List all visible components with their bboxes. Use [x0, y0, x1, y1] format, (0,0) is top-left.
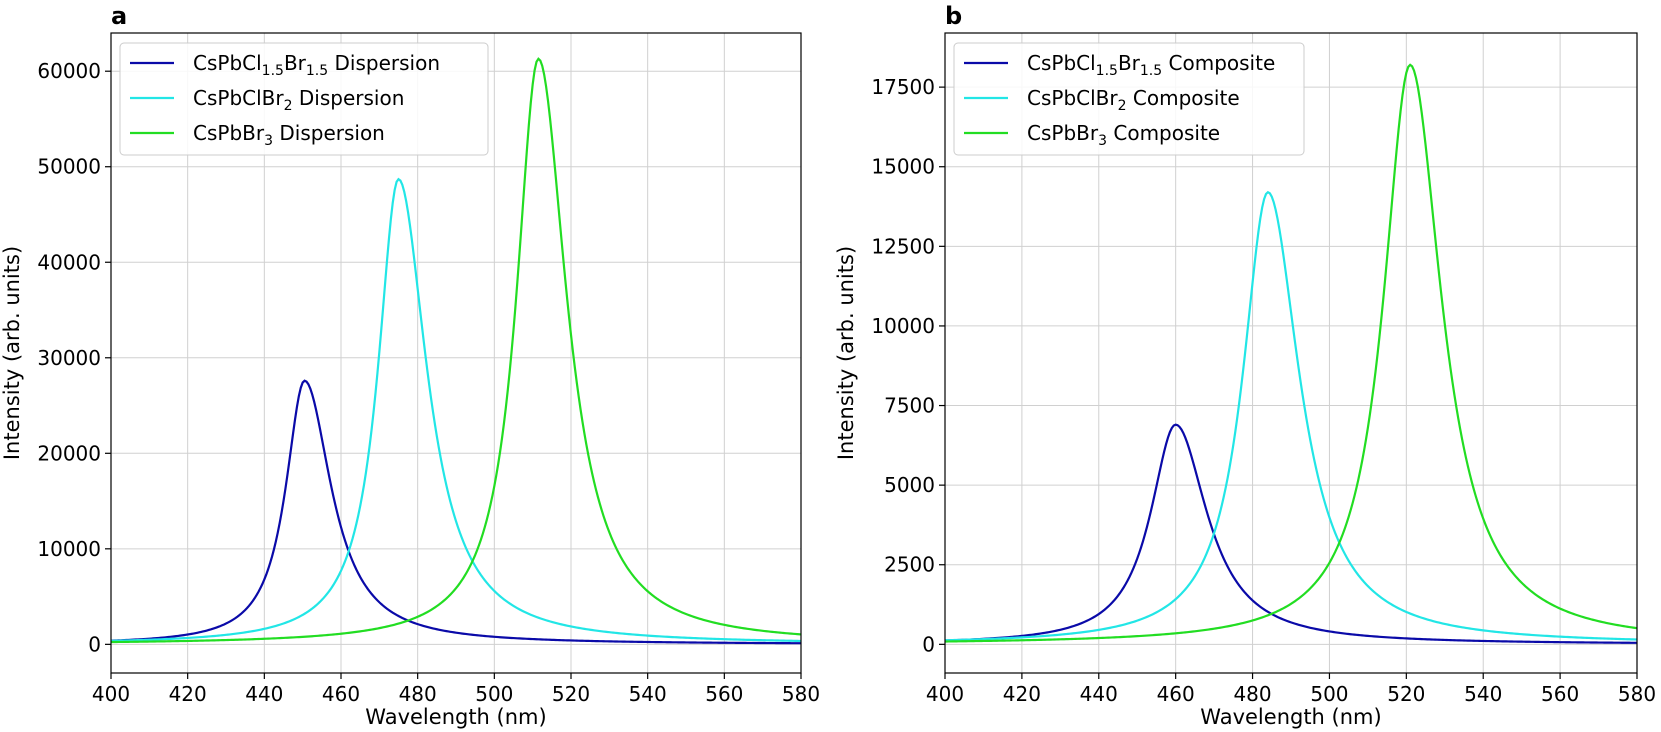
series-line: [944, 423, 1638, 644]
legend: CsPbCl1.5Br1.5 Composite CsPbClBr2 Compos…: [953, 42, 1305, 156]
x-tick-label: 500: [475, 682, 513, 706]
x-tick-label: 580: [782, 682, 820, 706]
x-tick-label: 440: [1080, 682, 1118, 706]
series-line: [110, 379, 802, 645]
y-axis-label: Intensity (arb. units): [0, 246, 24, 460]
legend-entry: CsPbCl1.5Br1.5 Dispersion: [193, 51, 440, 79]
y-tick-label: 60000: [37, 59, 101, 83]
plot-frame: [110, 32, 802, 674]
panel-label: a: [111, 2, 127, 30]
x-axis-label: Wavelength (nm): [1200, 705, 1381, 729]
y-tick-label: 15000: [871, 155, 935, 179]
legend-entry: CsPbBr3 Dispersion: [193, 121, 385, 149]
y-tick-label: 0: [922, 632, 935, 656]
series-line: [944, 63, 1638, 643]
y-tick-label: 10000: [37, 537, 101, 561]
y-tick-label: 0: [88, 632, 101, 656]
x-tick-label: 420: [169, 682, 207, 706]
legend-box: [953, 42, 1305, 156]
legend-entry: CsPbBr3 Composite: [1027, 121, 1220, 149]
legend-entry: CsPbClBr2 Dispersion: [193, 86, 404, 114]
legend-entry: CsPbClBr2 Composite: [1027, 86, 1240, 114]
panel-label: b: [945, 2, 962, 30]
x-tick-label: 480: [1233, 682, 1271, 706]
x-tick-label: 460: [1157, 682, 1195, 706]
y-tick-label: 2500: [884, 553, 935, 577]
x-tick-label: 580: [1618, 682, 1656, 706]
legend: CsPbCl1.5Br1.5 Dispersion CsPbClBr2 Dispe…: [119, 42, 489, 156]
panel-b: 400 420 440 460 480 500 520 540 560 580 0 2500 5000 7…: [834, 2, 1656, 729]
x-tick-label: 560: [1541, 682, 1579, 706]
y-tick-label: 40000: [37, 250, 101, 274]
y-tick-label: 50000: [37, 155, 101, 179]
legend-box: [119, 42, 489, 156]
x-tick-label: 480: [399, 682, 437, 706]
y-tick-label: 17500: [871, 75, 935, 99]
legend-entry: CsPbCl1.5Br1.5 Composite: [1027, 51, 1275, 79]
x-tick-label: 400: [92, 682, 130, 706]
y-tick-label: 30000: [37, 346, 101, 370]
y-axis-label: Intensity (arb. units): [834, 246, 858, 460]
series-line: [110, 177, 802, 643]
x-tick-label: 540: [629, 682, 667, 706]
x-tick-label: 420: [1003, 682, 1041, 706]
series-line: [110, 57, 802, 644]
y-tick-label: 10000: [871, 314, 935, 338]
x-tick-label: 460: [322, 682, 360, 706]
x-tick-label: 560: [705, 682, 743, 706]
y-tick-label: 5000: [884, 473, 935, 497]
plot-frame: [944, 32, 1638, 674]
series-line: [944, 190, 1638, 642]
panel-a: 400 420 440 460 480 500 520 540 560 580 0 10000 2000…: [0, 2, 820, 729]
series-group: [944, 63, 1638, 644]
x-tick-label: 400: [926, 682, 964, 706]
x-tick-label: 540: [1464, 682, 1502, 706]
y-tick-label: 7500: [884, 394, 935, 418]
y-tick-label: 12500: [871, 234, 935, 258]
series-group: [110, 57, 802, 645]
x-tick-label: 500: [1310, 682, 1348, 706]
x-tick-label: 520: [1387, 682, 1425, 706]
y-tick-label: 20000: [37, 441, 101, 465]
x-axis-label: Wavelength (nm): [365, 705, 546, 729]
x-tick-label: 440: [245, 682, 283, 706]
x-tick-label: 520: [552, 682, 590, 706]
